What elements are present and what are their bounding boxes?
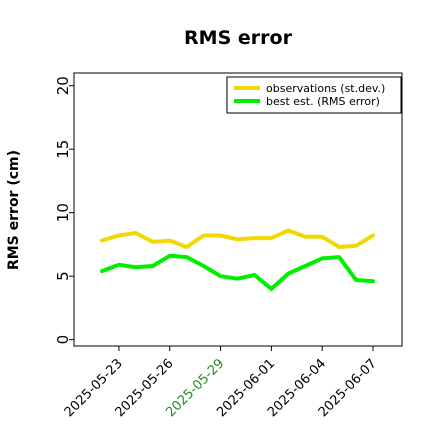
y-tick-label: 5: [54, 271, 72, 281]
y-tick-label: 15: [54, 140, 72, 159]
series-line-1: [100, 228, 375, 249]
y-axis-label: RMS error (cm): [6, 150, 22, 270]
plot-frame: [73, 72, 403, 347]
legend: observations (st.dev.)best est. (RMS err…: [226, 76, 402, 114]
y-tick-label: 20: [54, 76, 72, 95]
legend-entry: observations (st.dev.): [266, 82, 385, 95]
series-line-2: [100, 253, 375, 291]
chart-title: RMS error: [184, 27, 293, 49]
y-tick-label: 10: [54, 203, 72, 222]
legend-entry: best est. (RMS error): [266, 95, 380, 108]
legend-box: [226, 76, 402, 114]
plot-area: 051015202025-05-232025-05-262025-05-2920…: [54, 76, 380, 420]
y-tick-label: 0: [54, 335, 72, 345]
